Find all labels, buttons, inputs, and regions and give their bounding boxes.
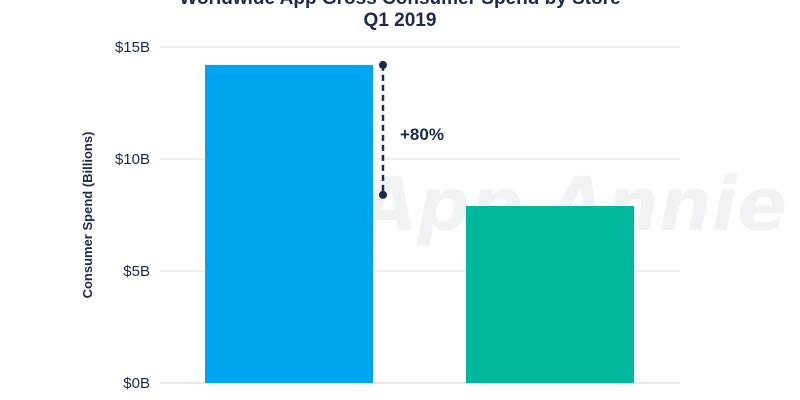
y-tick-label: $5B: [123, 263, 150, 280]
y-tick-label: $0B: [123, 375, 150, 392]
y-tick-label: $10B: [115, 151, 150, 168]
y-tick-label: $15B: [115, 39, 150, 56]
chart-subtitle: Q1 2019: [363, 10, 437, 31]
chart-title: Worldwide App Gross Consumer Spend by St…: [0, 0, 800, 10]
difference-annotation: +80%: [379, 60, 444, 199]
y-axis-label: Consumer Spend (Billions): [80, 132, 95, 299]
annotation-dot-top: [379, 60, 387, 69]
annotation-label: +80%: [400, 125, 444, 144]
bar-ios-app-store: [205, 64, 373, 384]
annotation-dot-bottom: [379, 190, 387, 199]
bar-google-play: [466, 206, 634, 383]
